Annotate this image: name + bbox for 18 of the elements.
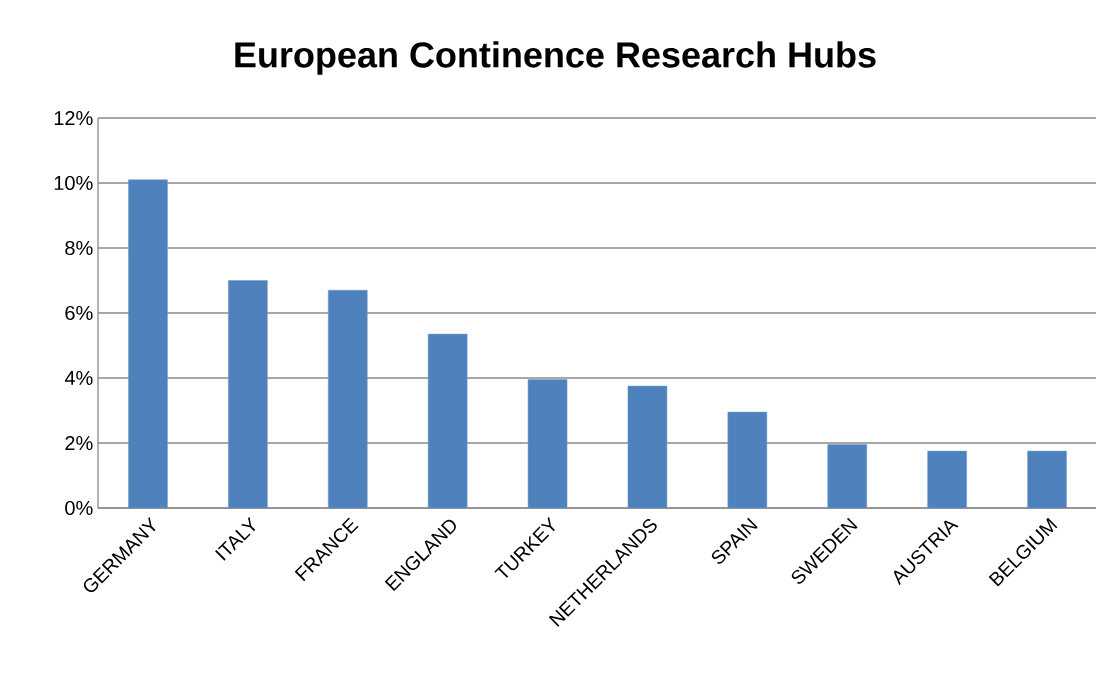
bar — [427, 333, 468, 509]
bar — [327, 289, 368, 509]
bar — [527, 379, 568, 509]
y-tick-label: 0% — [65, 500, 93, 516]
chart-title: European Continence Research Hubs — [235, 41, 876, 75]
bar — [1027, 450, 1067, 509]
bar — [827, 444, 868, 509]
y-tick-label: 12% — [54, 110, 93, 126]
y-tick-label: 4% — [64, 371, 93, 385]
y-tick-label: 8% — [65, 240, 93, 256]
y-tick-label: 6% — [65, 305, 93, 321]
bar — [128, 179, 168, 509]
bar — [727, 411, 768, 509]
bar — [927, 450, 967, 509]
bar — [228, 280, 268, 509]
y-tick-label: 10% — [54, 175, 93, 191]
y-tick-label: 2% — [65, 435, 93, 451]
bar — [627, 385, 668, 509]
